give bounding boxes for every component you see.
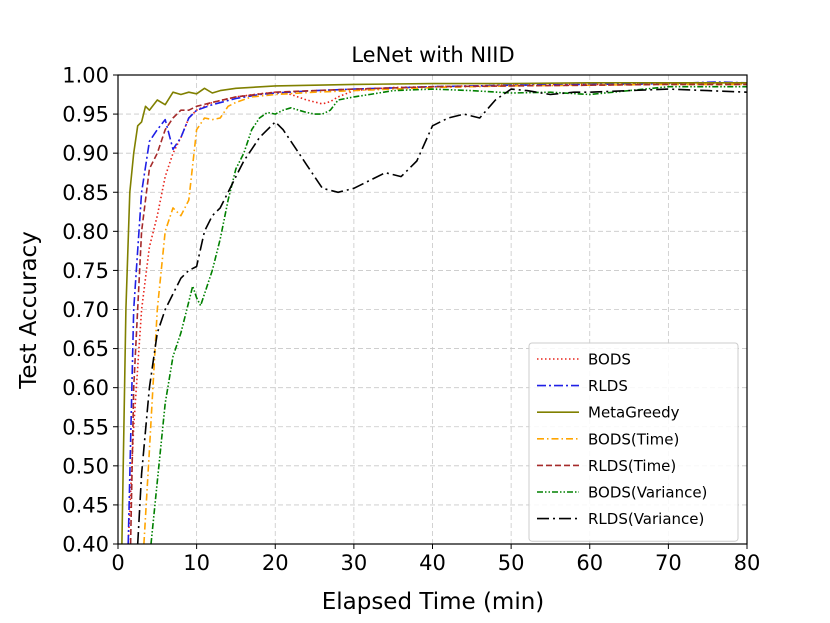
x-tick-label: 20: [262, 551, 289, 575]
legend-label: RLDS(Variance): [588, 510, 704, 528]
x-tick-label: 10: [183, 551, 210, 575]
x-tick-label: 70: [655, 551, 682, 575]
series-line-rlds-variance: [136, 88, 747, 544]
y-tick-label: 0.55: [62, 415, 109, 439]
y-tick-label: 0.90: [62, 142, 109, 166]
x-tick-label: 60: [576, 551, 603, 575]
legend-label: RLDS(Time): [588, 457, 676, 475]
x-tick-label: 30: [341, 551, 368, 575]
y-tick-label: 0.80: [62, 220, 109, 244]
x-tick-label: 50: [498, 551, 525, 575]
y-tick-label: 0.40: [62, 533, 109, 557]
y-tick-label: 1.00: [62, 64, 109, 88]
gridlines: [117, 74, 748, 545]
x-tick-label: 80: [734, 551, 761, 575]
series-line-bods-time: [143, 83, 747, 544]
legend-label: RLDS: [588, 377, 628, 395]
series-line-metagreedy: [121, 82, 747, 544]
legend-box: [528, 342, 739, 542]
y-tick-label: 0.85: [62, 181, 109, 205]
legend-label: BODS: [588, 351, 631, 369]
y-tick-label: 0.75: [62, 259, 109, 283]
series-line-bods-variance: [150, 85, 747, 544]
y-axis-label: Test Accuracy: [16, 231, 42, 390]
legend-label: MetaGreedy: [588, 404, 680, 422]
y-tick-label: 0.70: [62, 298, 109, 322]
y-tick-label: 0.50: [62, 454, 109, 478]
axis-ticks: 0 10 20 30 40 50 60 70 80 0.40 0.45 0.50 0.55 0.60 0.6…: [62, 64, 760, 576]
chart-title: LeNet with NIID: [351, 43, 514, 67]
x-tick-label: 0: [111, 551, 124, 575]
y-tick-label: 0.60: [62, 376, 109, 400]
y-tick-label: 0.45: [62, 493, 109, 517]
series-lines: [121, 81, 747, 544]
legend: BODS RLDS MetaGreedy BODS(Time) RLDS(Time) BO…: [528, 342, 739, 542]
legend-label: BODS(Time): [588, 430, 679, 448]
x-tick-label: 40: [419, 551, 446, 575]
y-tick-label: 0.65: [62, 337, 109, 361]
y-tick-label: 0.95: [62, 103, 109, 127]
x-axis-label: Elapsed Time (min): [322, 589, 545, 615]
legend-label: BODS(Variance): [588, 484, 707, 502]
series-line-rlds-time: [129, 83, 747, 544]
